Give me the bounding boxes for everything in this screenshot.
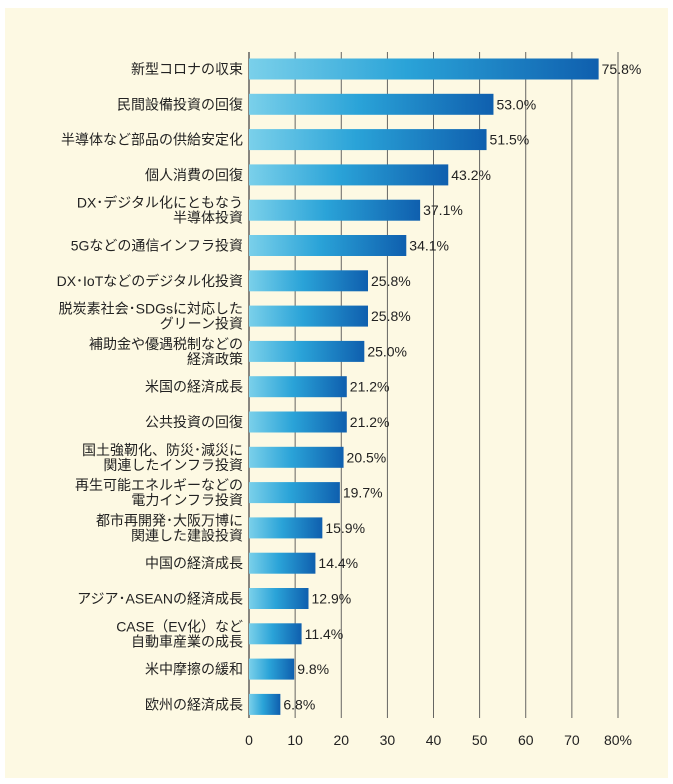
category-label: CASE（EV化）など自動車産業の成長 xyxy=(116,618,243,649)
category-label: 米中摩擦の緩和 xyxy=(145,661,243,677)
value-label: 25.8% xyxy=(371,273,411,289)
value-label: 53.0% xyxy=(496,96,536,112)
category-label: 再生可能エネルギーなどの電力インフラ投資 xyxy=(75,477,243,508)
value-label: 51.5% xyxy=(490,132,530,148)
value-label: 25.8% xyxy=(371,308,411,324)
chart-panel: 75.8% 新型コロナの収束 53.0% 民間設備投資の回復 51.5% 半導体など部品の… xyxy=(5,8,668,778)
bar xyxy=(249,270,369,292)
value-label: 43.2% xyxy=(451,167,491,183)
bar xyxy=(249,235,407,256)
category-label: 民間設備投資の回復 xyxy=(117,96,243,112)
category-label: 欧州の経済成長 xyxy=(145,696,243,712)
category-label: 脱炭素社会･SDGsに対応したグリーン投資 xyxy=(59,301,243,332)
bar xyxy=(249,517,323,539)
category-label: 個人消費の回復 xyxy=(145,167,243,183)
bar xyxy=(249,693,281,715)
bar xyxy=(249,199,421,221)
bar xyxy=(249,129,487,151)
value-label: 14.4% xyxy=(318,555,358,571)
bar xyxy=(249,305,369,327)
value-label: 12.9% xyxy=(312,591,352,607)
bar xyxy=(249,623,302,645)
x-tick-label: 70 xyxy=(564,732,580,748)
value-label: 37.1% xyxy=(423,202,463,218)
bar xyxy=(249,482,340,504)
bar xyxy=(249,340,365,362)
value-label: 25.0% xyxy=(367,343,407,359)
category-label: 中国の経済成長 xyxy=(145,555,243,571)
category-label: DX･IoTなどのデジタル化投資 xyxy=(57,273,243,289)
x-tick-label: 0 xyxy=(245,732,253,748)
category-label: 国土強靭化、防災･減災に関連したインフラ投資 xyxy=(82,442,243,473)
bar xyxy=(249,588,309,609)
category-label: 米国の経済成長 xyxy=(145,379,243,395)
value-label: 11.4% xyxy=(305,626,344,642)
category-label: 都市再開発･大阪万博に関連した建設投資 xyxy=(96,512,243,543)
category-label: アジア･ASEANの経済成長 xyxy=(77,591,243,607)
value-label: 75.8% xyxy=(602,61,642,77)
category-label: 半導体など部品の供給安定化 xyxy=(61,132,243,148)
category-label: 補助金や優遇税制などの経済政策 xyxy=(89,336,243,367)
category-label: 5Gなどの通信インフラ投資 xyxy=(71,238,243,254)
value-label: 21.2% xyxy=(350,379,390,395)
x-tick-label: 80% xyxy=(604,732,632,748)
category-label: DX･デジタル化にともなう半導体投資 xyxy=(77,195,243,226)
bar xyxy=(249,446,344,468)
bar xyxy=(249,376,347,398)
bar xyxy=(249,93,494,115)
x-tick-label: 50 xyxy=(472,732,488,748)
bar xyxy=(249,164,449,186)
value-label: 20.5% xyxy=(347,449,387,465)
value-label: 9.8% xyxy=(297,661,329,677)
value-label: 15.9% xyxy=(325,520,365,536)
bar xyxy=(249,658,295,680)
value-label: 21.2% xyxy=(350,414,390,430)
value-label: 19.7% xyxy=(343,485,383,501)
x-tick-label: 10 xyxy=(287,732,303,748)
x-tick-label: 40 xyxy=(426,732,442,748)
value-label: 6.8% xyxy=(283,696,315,712)
bar xyxy=(249,552,316,574)
value-label: 34.1% xyxy=(409,238,449,254)
category-label: 公共投資の回復 xyxy=(145,414,243,430)
category-label: 新型コロナの収束 xyxy=(131,61,243,77)
bar-chart: 75.8% 新型コロナの収束 53.0% 民間設備投資の回復 51.5% 半導体など部品の… xyxy=(57,52,642,748)
x-tick-label: 30 xyxy=(380,732,396,748)
x-tick-label: 60 xyxy=(518,732,534,748)
bar xyxy=(249,58,599,80)
bar xyxy=(249,411,347,433)
x-tick-label: 20 xyxy=(333,732,349,748)
